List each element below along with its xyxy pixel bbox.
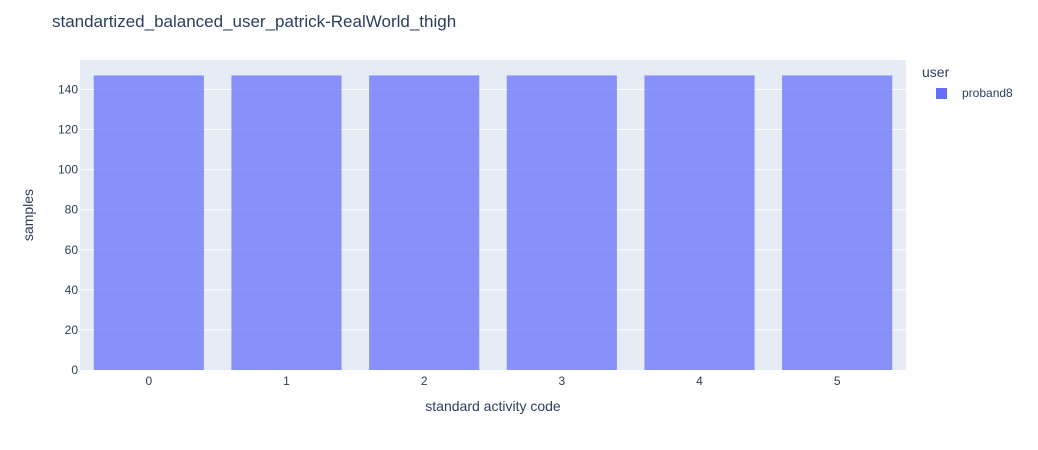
bar-5[interactable] <box>782 75 893 370</box>
x-tick-labels: 0 1 2 3 4 5 <box>145 374 840 388</box>
x-tick-label: 0 <box>145 374 152 388</box>
y-tick-label: 40 <box>65 283 79 297</box>
chart-title: standartized_balanced_user_patrick-RealW… <box>52 12 457 31</box>
y-tick-label: 80 <box>65 203 79 217</box>
y-tick-label: 20 <box>65 323 79 337</box>
bars <box>93 75 893 370</box>
y-tick-label: 60 <box>65 243 79 257</box>
y-tick-labels: 0 20 40 60 80 100 120 140 <box>58 82 78 377</box>
bar-2[interactable] <box>369 75 480 370</box>
bar-3[interactable] <box>506 75 617 370</box>
legend-swatch <box>936 87 947 99</box>
x-tick-label: 2 <box>421 374 428 388</box>
plot-area <box>80 60 906 370</box>
bar-1[interactable] <box>231 75 342 370</box>
legend-title: user <box>922 64 950 80</box>
bar-4[interactable] <box>644 75 755 370</box>
y-tick-label: 0 <box>71 363 78 377</box>
y-axis-title: samples <box>20 189 36 241</box>
y-tick-label: 120 <box>58 123 78 137</box>
bar-0[interactable] <box>93 75 204 370</box>
x-tick-label: 3 <box>558 374 565 388</box>
y-tick-label: 140 <box>58 82 78 96</box>
gridlines <box>80 88 906 331</box>
x-axis-title: standard activity code <box>425 398 561 414</box>
x-tick-label: 4 <box>696 374 703 388</box>
legend-item-proband8[interactable]: proband8 <box>936 86 1013 100</box>
legend: user proband8 <box>922 64 1013 100</box>
x-tick-label: 1 <box>283 374 290 388</box>
y-tick-label: 100 <box>58 163 78 177</box>
legend-item-label: proband8 <box>962 86 1013 100</box>
x-tick-label: 5 <box>834 374 841 388</box>
